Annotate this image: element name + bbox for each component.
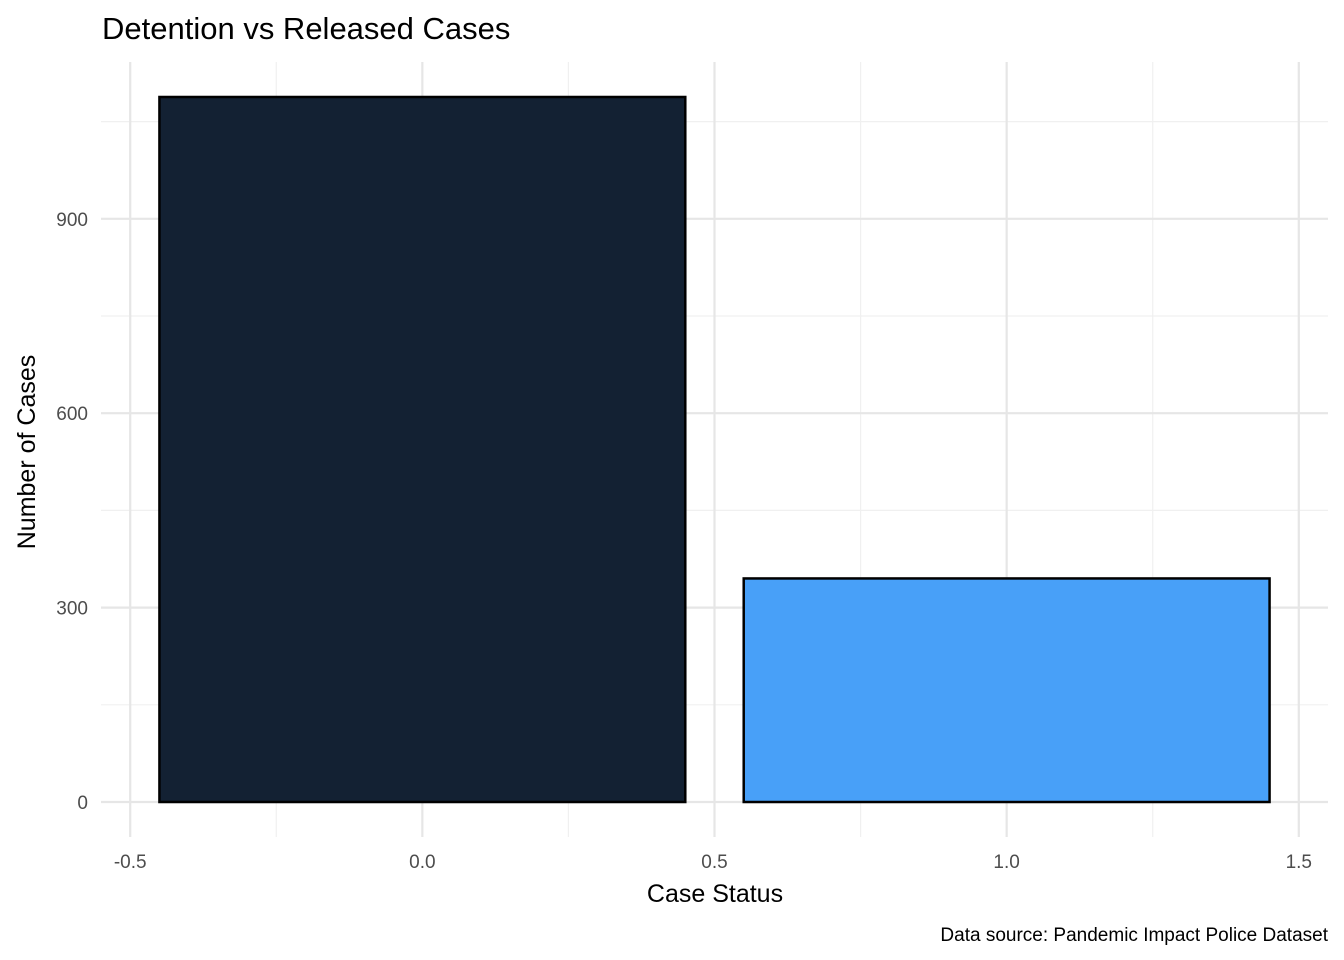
x-tick-label: 1.5 xyxy=(1286,852,1312,873)
bar-0 xyxy=(158,95,687,804)
chart-title: Detention vs Released Cases xyxy=(102,11,510,46)
bar-1 xyxy=(742,577,1271,804)
y-tick-label: 0 xyxy=(77,793,88,814)
x-tick-label: 0.5 xyxy=(701,852,727,873)
y-tick-label: 600 xyxy=(56,404,88,425)
y-axis-title: Number of Cases xyxy=(13,355,41,550)
x-axis-title: Case Status xyxy=(647,880,783,908)
y-tick-label: 300 xyxy=(56,599,88,620)
tick-labels: -0.5 0.0 0.5 1.0 1.5 0 300 600 900 xyxy=(56,210,1312,873)
x-tick-label: 0.0 xyxy=(409,852,435,873)
bars xyxy=(158,95,1271,804)
data-source-caption: Data source: Pandemic Impact Police Data… xyxy=(940,925,1328,946)
x-tick-label: 1.0 xyxy=(993,852,1019,873)
x-tick-label: -0.5 xyxy=(114,852,147,873)
y-tick-label: 900 xyxy=(56,210,88,231)
